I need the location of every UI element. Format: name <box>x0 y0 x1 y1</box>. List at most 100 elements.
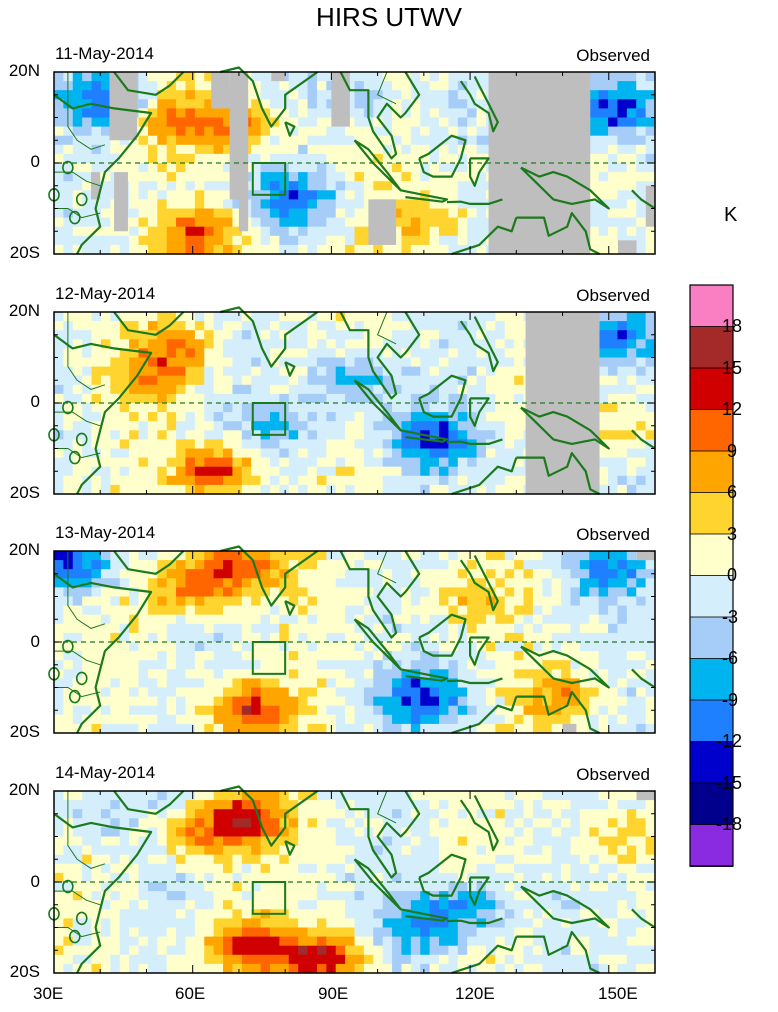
field-cell <box>345 108 356 119</box>
field-cell <box>316 226 327 237</box>
field-cell <box>223 669 234 679</box>
field-cell <box>645 135 656 146</box>
field-cell <box>72 163 83 173</box>
field-cell <box>467 99 478 109</box>
field-cell <box>626 569 637 579</box>
field-cell <box>157 393 168 404</box>
field-cell <box>110 809 121 819</box>
field-cell <box>166 226 177 237</box>
field-cell <box>213 569 224 579</box>
field-cell <box>241 403 252 413</box>
field-cell <box>542 569 553 579</box>
field-cell <box>82 403 93 413</box>
field-cell <box>514 421 525 431</box>
field-cell <box>645 312 656 322</box>
field-cell <box>307 72 318 82</box>
field-cell <box>363 551 374 561</box>
field-cell <box>269 578 280 588</box>
field-cell <box>523 587 534 598</box>
field-cell <box>147 687 158 698</box>
field-cell <box>457 330 468 340</box>
field-cell <box>63 172 74 182</box>
field-cell <box>251 827 262 838</box>
field-cell <box>223 330 234 340</box>
field-cell <box>645 153 656 164</box>
field-cell <box>504 800 515 810</box>
field-cell <box>251 660 262 670</box>
field-cell <box>223 909 234 919</box>
field-cell <box>429 99 440 109</box>
field-cell <box>420 321 431 331</box>
field-cell <box>157 430 168 440</box>
country-border <box>376 71 397 105</box>
field-cell <box>157 457 168 468</box>
field-cell <box>448 153 459 164</box>
field-cell <box>185 678 196 689</box>
field-cell <box>636 714 647 725</box>
field-cell <box>138 144 149 155</box>
field-cell <box>110 384 121 395</box>
field-cell <box>241 882 252 892</box>
field-cell <box>147 651 158 661</box>
field-cell <box>382 882 393 892</box>
field-cell <box>514 660 525 670</box>
field-cell <box>185 632 196 643</box>
field-cell <box>166 569 177 579</box>
field-cell <box>110 723 121 734</box>
field-cell <box>129 827 140 838</box>
field-cell <box>551 818 562 828</box>
field-cell <box>636 696 647 707</box>
field-cell <box>100 190 111 200</box>
field-cell <box>636 339 647 349</box>
field-cell <box>166 321 177 331</box>
field-cell <box>457 312 468 322</box>
field-cell <box>420 375 431 386</box>
field-cell <box>298 791 309 801</box>
field-cell <box>194 108 205 119</box>
field-cell <box>485 800 496 810</box>
field-cell <box>598 393 609 404</box>
field-cell <box>100 339 111 349</box>
field-cell <box>326 235 337 246</box>
field-cell <box>185 448 196 459</box>
field-cell <box>269 560 280 570</box>
field-cell <box>119 484 130 495</box>
field-cell <box>194 403 205 413</box>
field-cell <box>82 135 93 146</box>
field-cell <box>279 696 290 707</box>
field-cell <box>598 90 609 100</box>
field-cell <box>504 484 515 495</box>
field-cell <box>213 605 224 616</box>
field-cell <box>401 393 412 404</box>
field-cell <box>119 421 130 431</box>
field-cell <box>542 669 553 679</box>
field-cell <box>307 163 318 173</box>
field-cell <box>335 439 346 450</box>
field-cell <box>345 891 356 901</box>
field-cell <box>645 430 656 440</box>
field-cell <box>213 705 224 716</box>
field-cell <box>166 605 177 616</box>
field-cell <box>495 900 506 910</box>
field-cell <box>420 339 431 349</box>
field-cell <box>495 366 506 377</box>
field-cell <box>147 81 158 91</box>
field-cell <box>176 235 187 246</box>
field-cell <box>157 403 168 413</box>
field-cell <box>204 809 215 819</box>
field-cell <box>157 791 168 801</box>
field-cell <box>288 696 299 707</box>
field-cell <box>467 244 478 255</box>
field-cell <box>204 172 215 182</box>
field-cell <box>63 642 74 652</box>
field-cell <box>119 882 130 892</box>
field-cell <box>119 366 130 377</box>
field-cell <box>54 144 64 155</box>
field-cell <box>241 723 252 734</box>
field-cell <box>363 642 374 652</box>
field-cell <box>410 135 421 146</box>
field-cell <box>204 393 215 404</box>
field-cell <box>626 484 637 495</box>
field-cell <box>157 384 168 395</box>
field-cell <box>157 818 168 828</box>
